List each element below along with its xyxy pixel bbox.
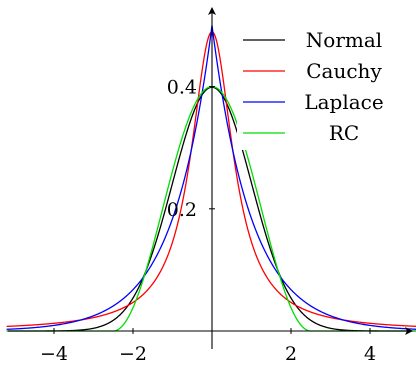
legend-label-normal: Normal [306, 28, 382, 52]
legend-label-cauchy: Cauchy [306, 59, 382, 83]
x-tick-label: 4 [364, 343, 376, 365]
legend: Normal Cauchy Laplace RC [237, 22, 394, 150]
x-tick-label: −2 [119, 343, 147, 365]
legend-label-laplace: Laplace [304, 90, 383, 114]
y-tick-label: 0.4 [167, 77, 197, 99]
y-tick-label: 0.2 [167, 199, 197, 221]
legend-label-rc: RC [329, 121, 359, 145]
x-ticks: −4 −2 2 4 [40, 328, 376, 365]
legend-background [237, 22, 394, 150]
x-tick-label: −4 [40, 343, 68, 365]
y-ticks: 0.2 0.4 [167, 77, 215, 221]
x-tick-label: 2 [285, 343, 297, 365]
